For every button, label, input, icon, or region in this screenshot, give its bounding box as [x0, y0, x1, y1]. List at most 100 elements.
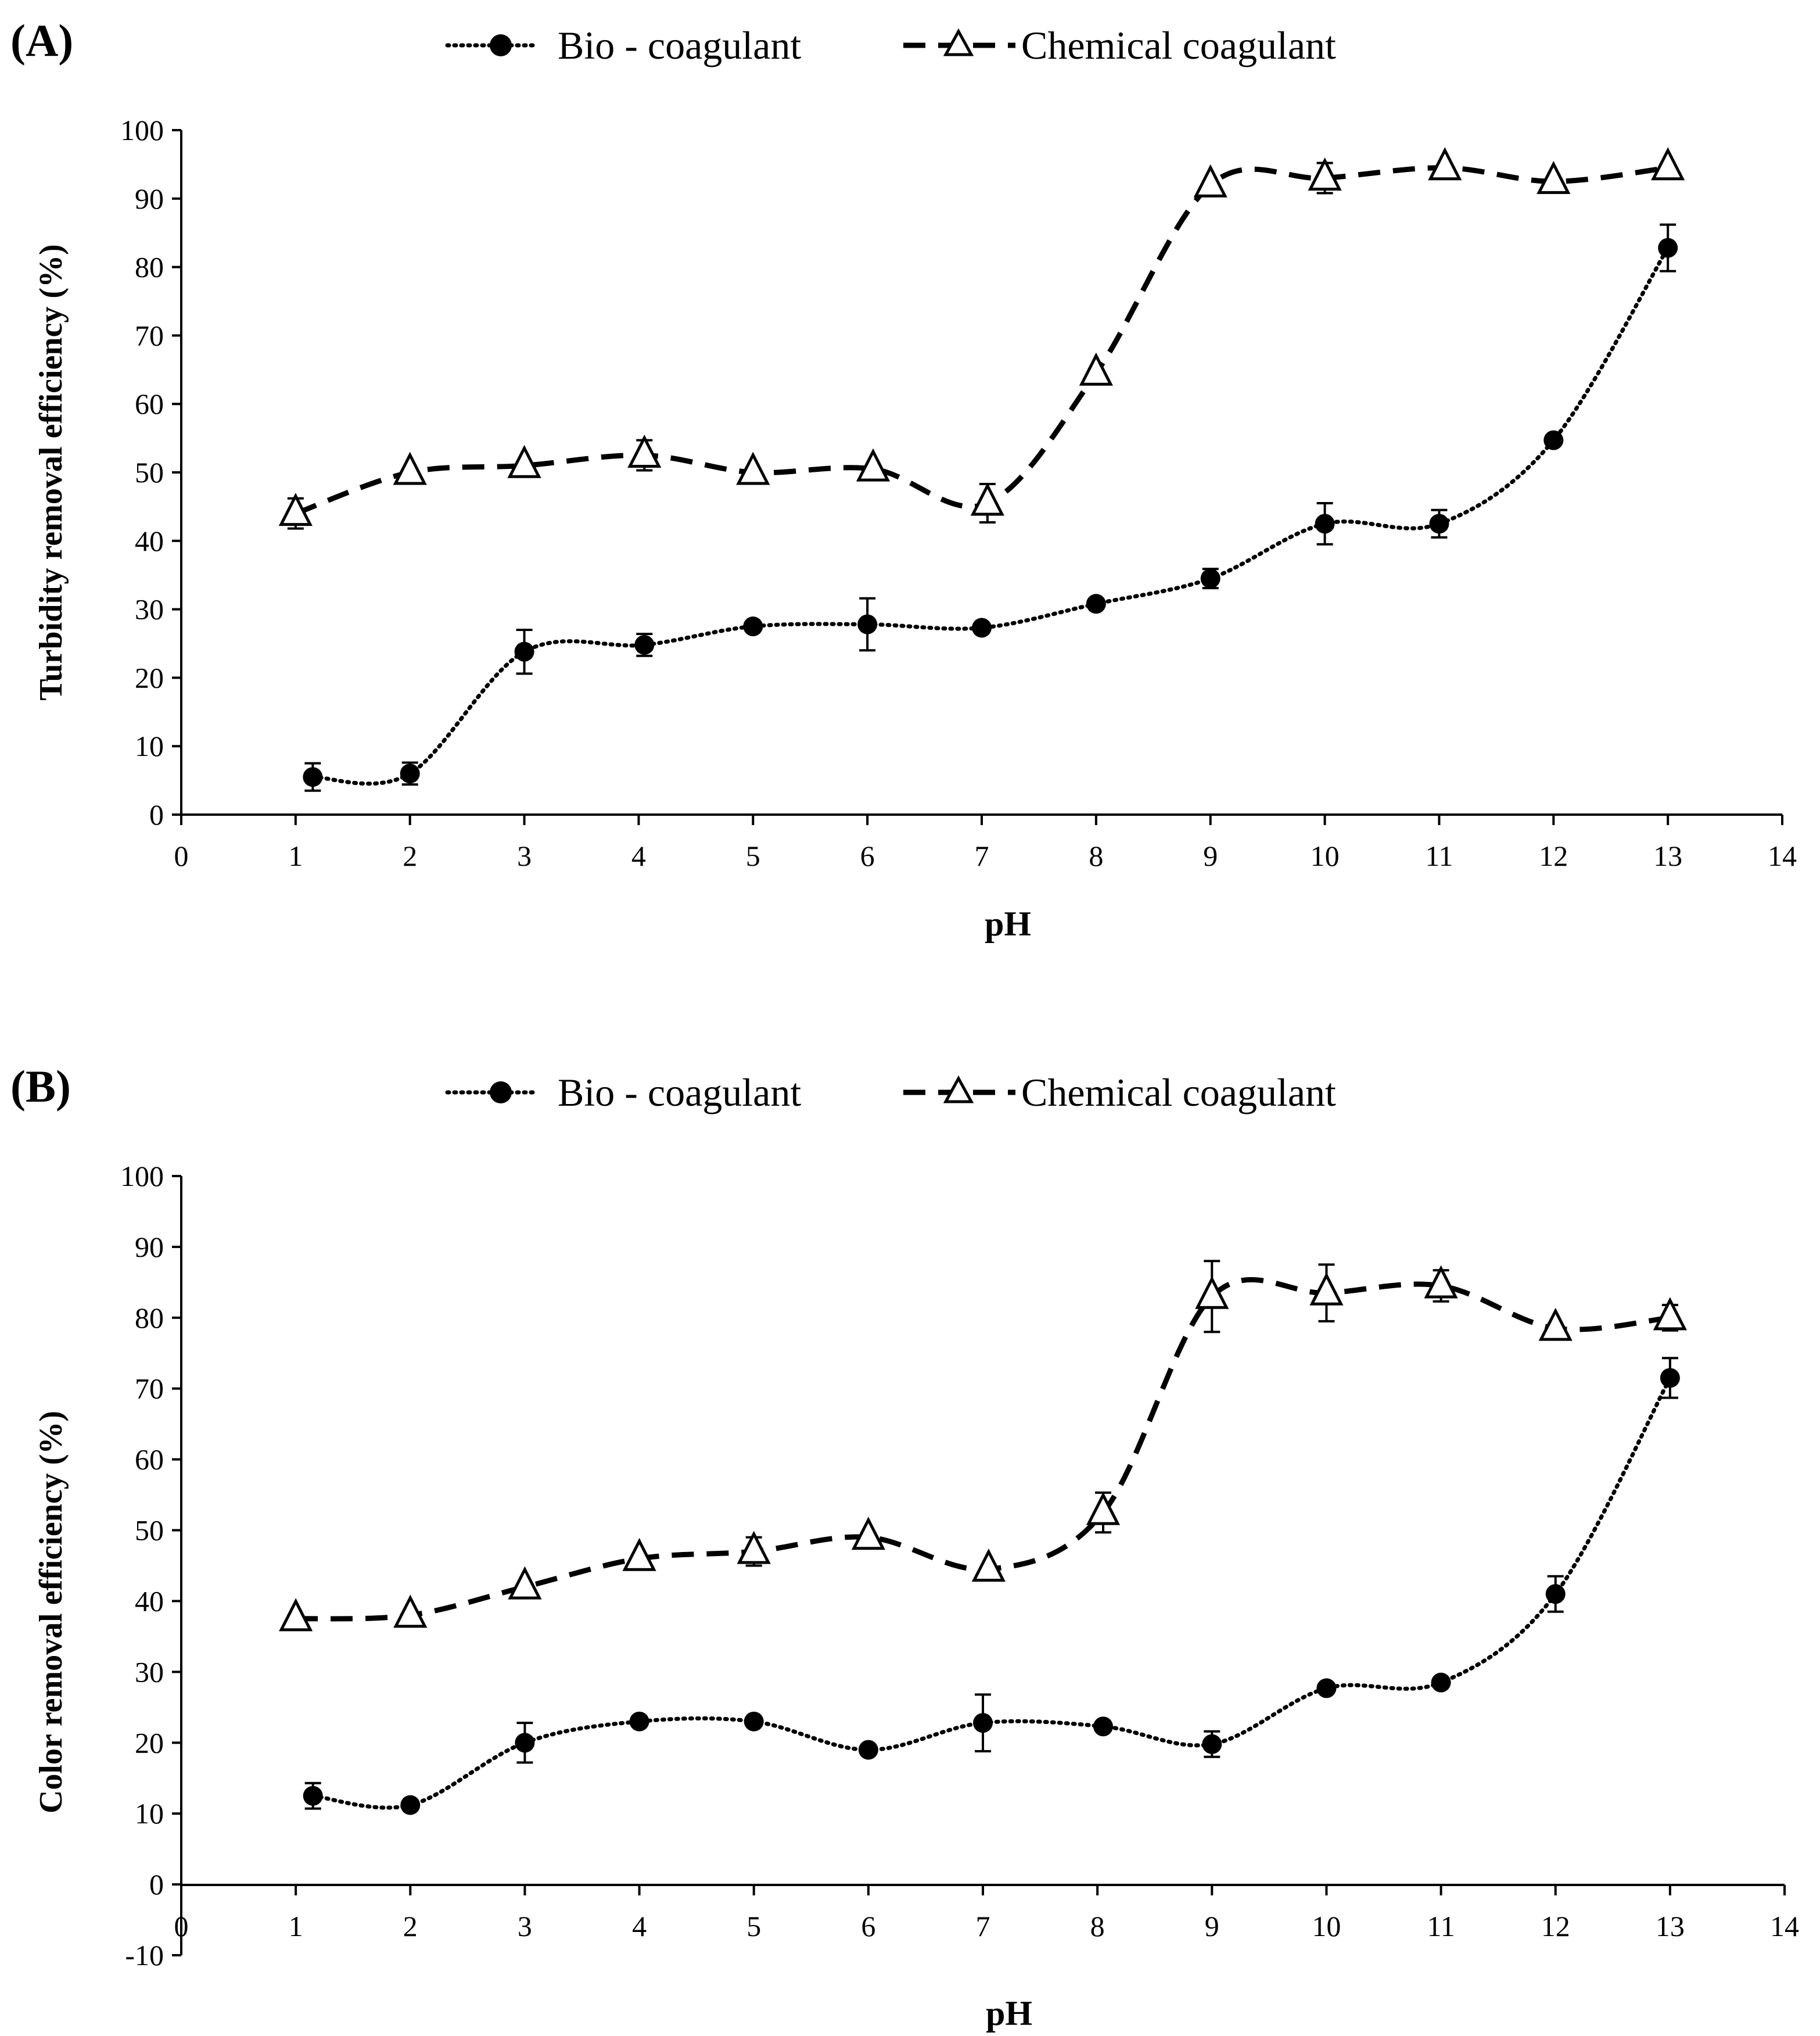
y-tick-label: 40	[135, 525, 164, 557]
data-point	[736, 451, 770, 485]
x-tick-label: 6	[861, 1910, 875, 1942]
y-tick-label: 50	[135, 456, 164, 489]
legend-item-bio: Bio - coagulant	[445, 1070, 801, 1114]
data-point	[1315, 514, 1335, 534]
y-tick-label: 20	[135, 1726, 164, 1759]
legend-chem-marker	[943, 28, 974, 56]
y-axis-title: Turbidity removal efficiency (%)	[33, 244, 69, 700]
y-tick-label: 0	[149, 1868, 164, 1901]
x-tick-label: 1	[289, 1910, 303, 1942]
x-tick-label: 11	[1425, 840, 1453, 872]
legend-bio-marker	[490, 1081, 512, 1103]
data-point	[1658, 238, 1678, 258]
x-tick-label: 7	[975, 840, 989, 872]
data-point	[1538, 1307, 1573, 1341]
y-tick-label: 60	[135, 388, 164, 420]
x-tick-label: 3	[518, 1910, 532, 1942]
data-point	[970, 482, 1004, 516]
data-point	[507, 445, 541, 478]
data-point	[515, 1733, 535, 1753]
data-point	[508, 1566, 542, 1600]
x-tick-label: 4	[632, 1910, 647, 1942]
y-tick-label: 100	[120, 1160, 164, 1192]
data-point	[1193, 164, 1227, 198]
data-point	[393, 451, 427, 485]
legend-bio-label: Bio - coagulant	[558, 1070, 801, 1114]
data-point	[1651, 147, 1685, 181]
x-tick-label: 4	[631, 840, 646, 872]
legend-chem-label: Chemical coagulant	[1021, 1070, 1336, 1114]
x-axis-title: pH	[985, 905, 1031, 943]
data-point	[856, 448, 891, 482]
x-tick-label: 12	[1539, 840, 1568, 872]
x-axis-title: pH	[986, 1994, 1032, 2033]
x-tick-label: 12	[1541, 1910, 1570, 1942]
x-tick-label: 2	[403, 1910, 418, 1942]
data-point	[634, 635, 655, 655]
series-bio	[303, 1357, 1680, 1815]
x-tick-label: 13	[1656, 1910, 1685, 1942]
x-tick-label: 9	[1203, 840, 1218, 872]
data-point	[279, 1598, 313, 1632]
data-point	[1428, 147, 1462, 181]
data-point	[1309, 1272, 1344, 1306]
data-point	[1079, 352, 1113, 386]
data-point	[629, 1711, 649, 1732]
chart-panel-0: (A) Bio - coagulant Chemical coagulant0102…	[10, 15, 1797, 943]
data-point	[1202, 1734, 1222, 1754]
data-point	[1431, 1672, 1451, 1693]
series-bio	[303, 223, 1678, 792]
data-point	[303, 1786, 323, 1806]
legend-chem-marker	[943, 1075, 974, 1103]
data-point	[973, 1713, 993, 1733]
y-tick-label: 60	[135, 1443, 164, 1476]
series-chemical	[279, 1260, 1687, 1632]
y-tick-label: 10	[135, 730, 164, 762]
x-tick-label: 8	[1089, 840, 1103, 872]
legend: Bio - coagulant Chemical coagulant	[445, 23, 1336, 67]
legend-bio-marker	[490, 34, 512, 56]
data-point	[972, 618, 992, 638]
x-tick-label: 9	[1205, 1910, 1219, 1942]
data-point	[1660, 1368, 1680, 1388]
x-tick-label: 1	[288, 840, 303, 872]
series-chemical	[278, 147, 1685, 530]
x-tick-label: 5	[746, 840, 760, 872]
y-axis-title: Color removal efficiency (%)	[33, 1411, 69, 1813]
data-point	[303, 767, 323, 787]
legend-item-chem: Chemical coagulant	[903, 1070, 1336, 1114]
data-point	[1200, 568, 1220, 589]
y-tick-label: 70	[135, 319, 164, 352]
x-tick-label: 3	[517, 840, 532, 872]
legend-item-bio: Bio - coagulant	[445, 23, 801, 67]
y-tick-label: 30	[135, 1655, 164, 1688]
panel-label: (A)	[10, 15, 73, 66]
x-tick-label: 10	[1312, 1910, 1341, 1942]
data-point	[278, 493, 313, 526]
legend-bio-label: Bio - coagulant	[558, 23, 801, 67]
y-tick-label: 20	[135, 661, 164, 694]
y-tick-label: 70	[135, 1372, 164, 1405]
y-tick-label: 90	[135, 182, 164, 215]
data-point	[393, 1594, 428, 1628]
data-point	[627, 435, 662, 468]
data-point	[622, 1537, 656, 1571]
data-point	[1316, 1678, 1337, 1698]
data-point	[1086, 1492, 1121, 1525]
data-point	[514, 641, 534, 662]
data-point	[743, 616, 763, 637]
legend-item-chem: Chemical coagulant	[903, 23, 1336, 67]
data-point	[851, 1517, 885, 1550]
chart-panel-1: (B) Bio - coagulant Chemical coagulant -10 0…	[10, 1061, 1799, 2033]
x-tick-label: 13	[1653, 840, 1682, 872]
data-point	[1308, 157, 1342, 191]
panel-label: (B)	[10, 1061, 71, 1112]
x-tick-label: 0	[174, 1910, 189, 1942]
data-point	[737, 1530, 771, 1564]
y-tick-label: 10	[135, 1797, 164, 1830]
x-tick-label: 2	[403, 840, 417, 872]
x-tick-label: 11	[1427, 1910, 1455, 1942]
y-tick-label: 40	[135, 1585, 164, 1617]
x-tick-label: 6	[860, 840, 875, 872]
